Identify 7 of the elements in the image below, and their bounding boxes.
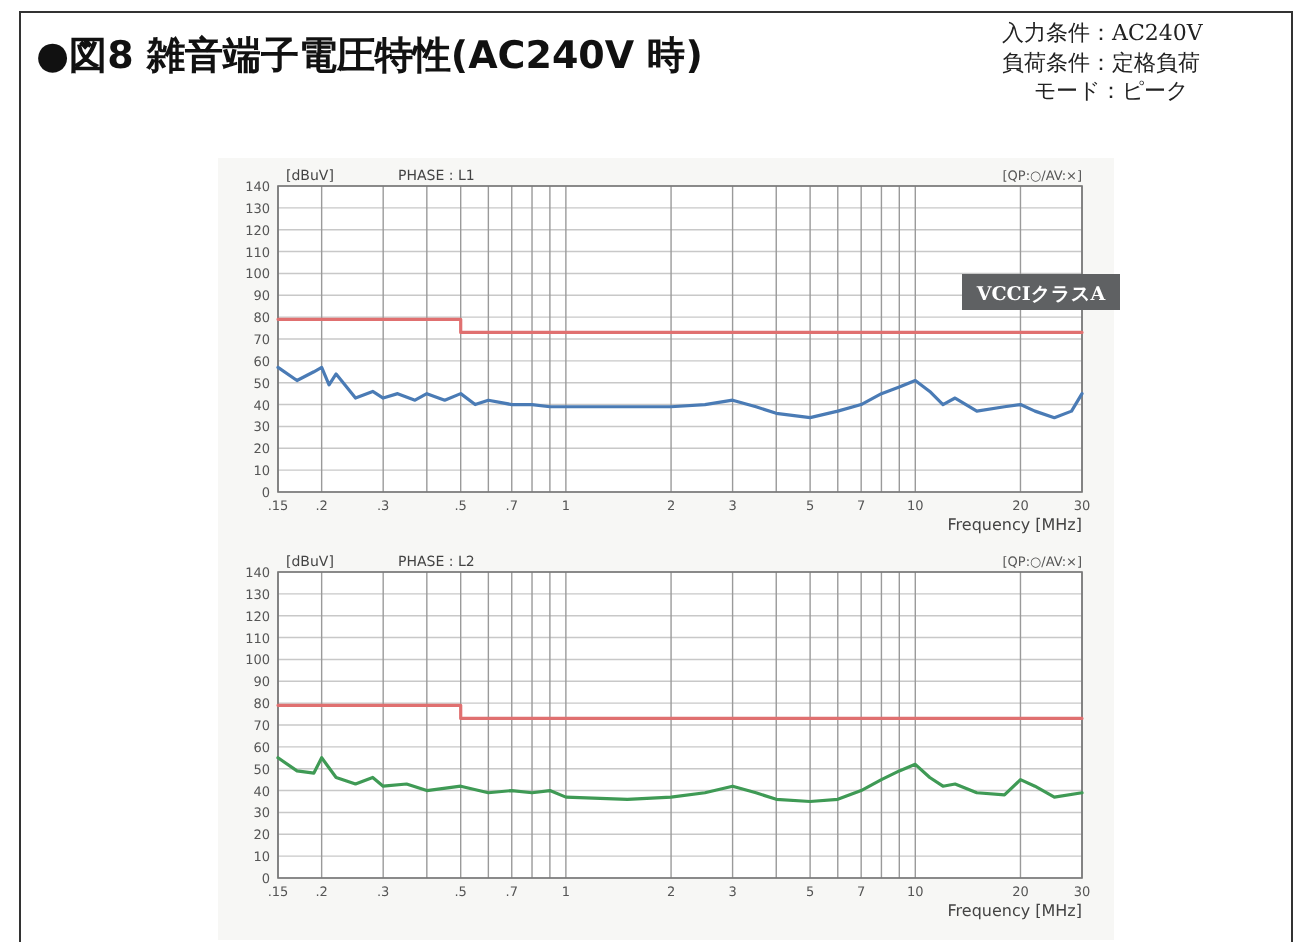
x-axis-title: Frequency [MHz] — [947, 902, 1082, 920]
chart-title: ●図8 雑音端子電圧特性(AC240V 時) — [36, 34, 703, 78]
text: 負荷条件：定格負荷 — [1002, 50, 1200, 76]
text: モード：ピーク — [1034, 78, 1188, 104]
x-axis-title: Frequency [MHz] — [947, 516, 1082, 534]
text: 入力条件：AC240V — [1002, 20, 1205, 46]
annotation: VCCIクラスA — [974, 284, 1107, 306]
